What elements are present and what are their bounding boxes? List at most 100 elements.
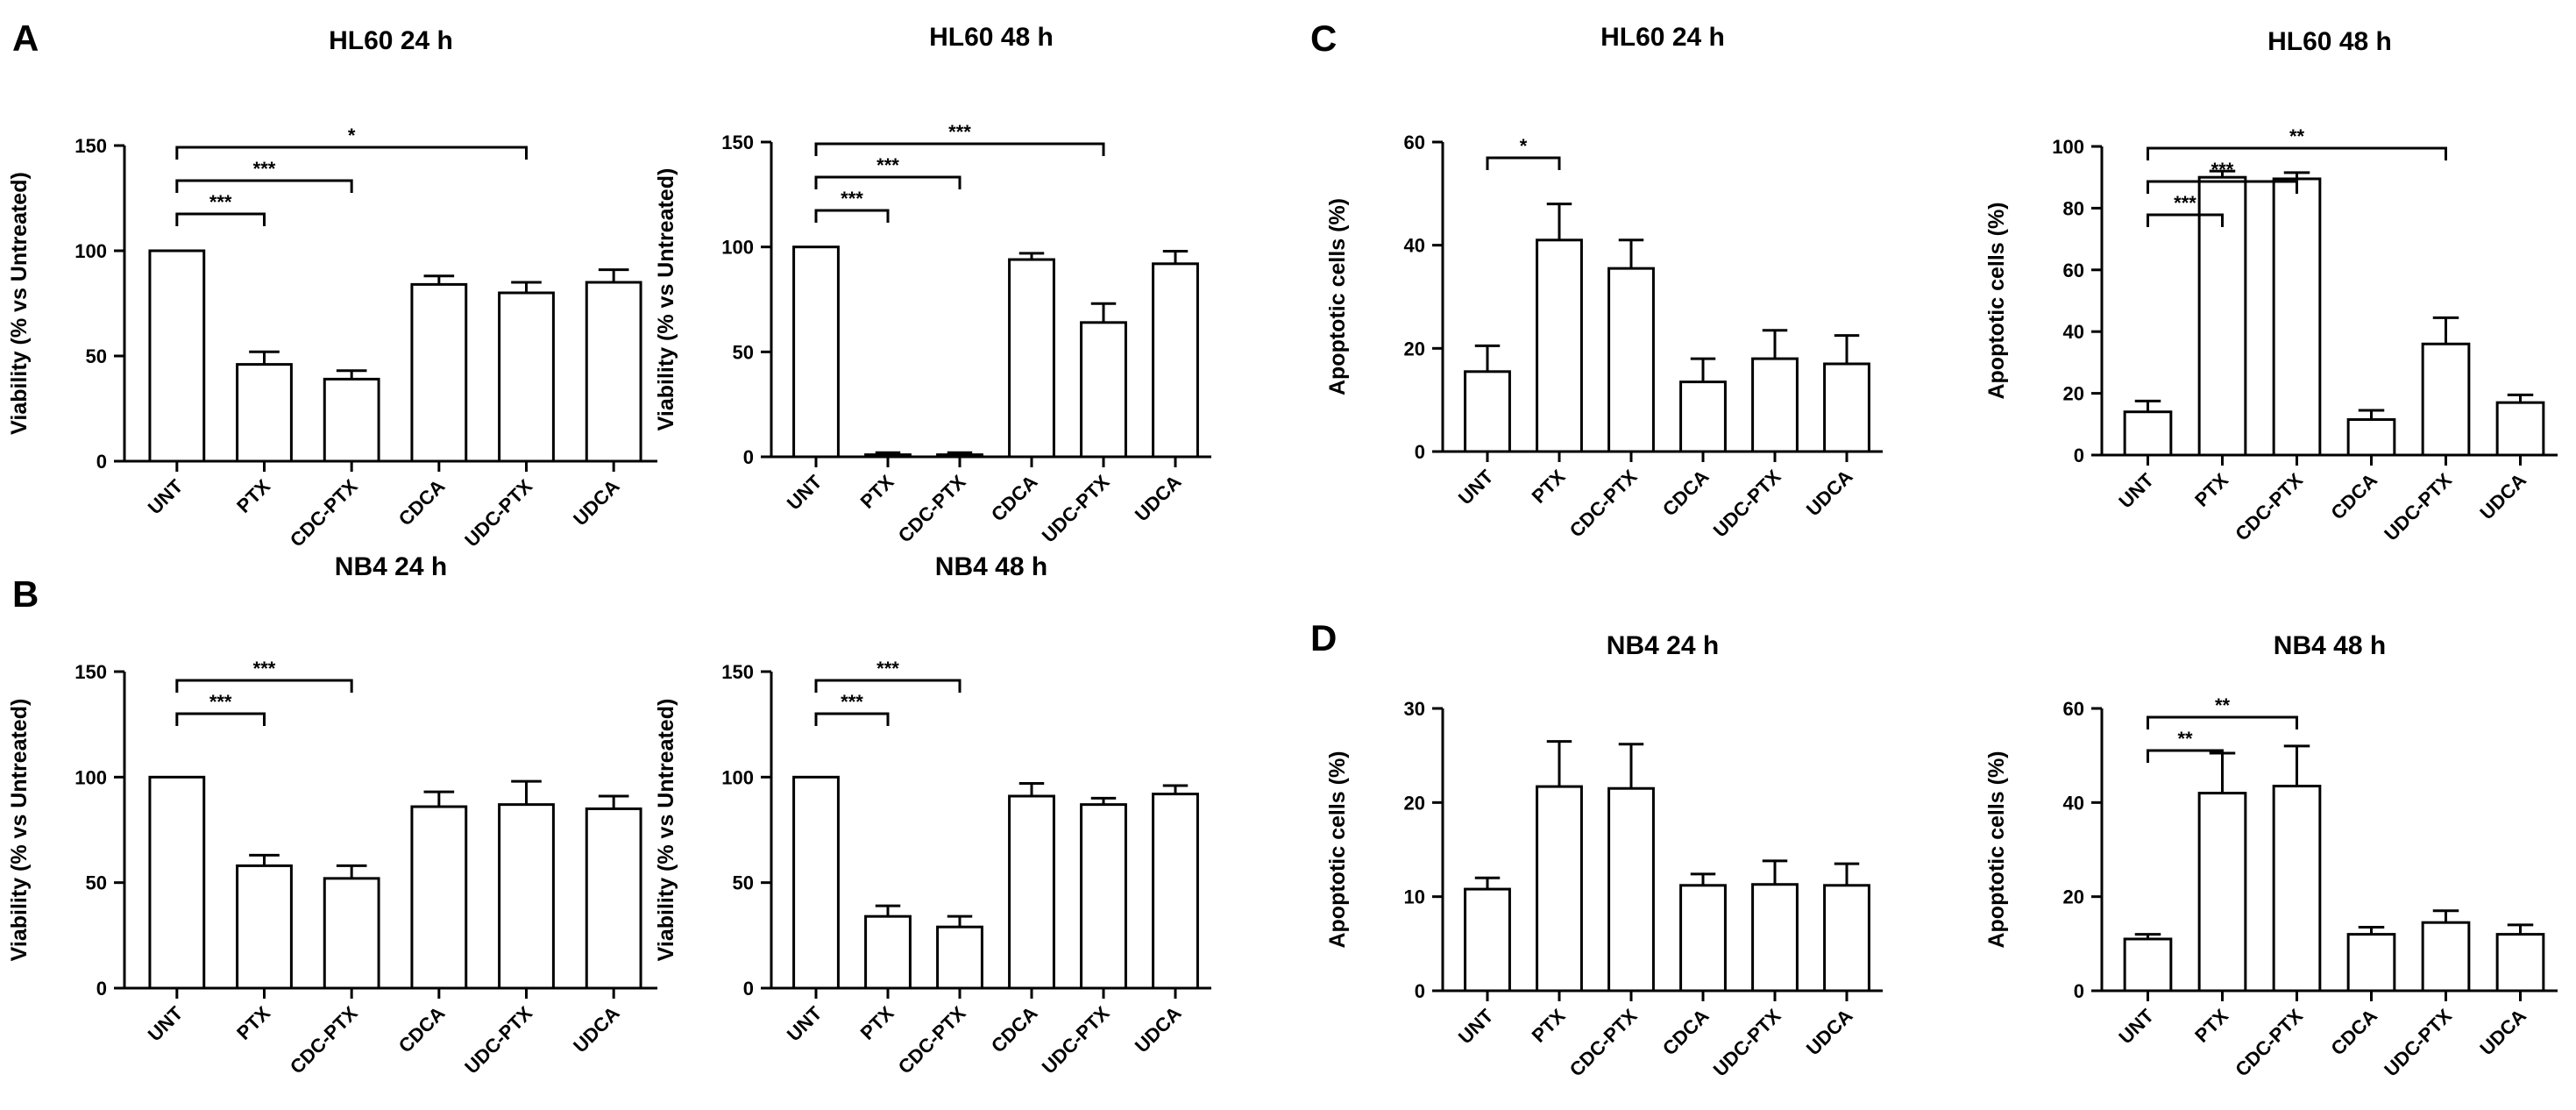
bar-cdc-ptx bbox=[1607, 786, 1655, 993]
panel-label-c: C bbox=[1310, 18, 1337, 59]
bar-cdc-ptx bbox=[936, 453, 983, 459]
bar-udc-ptx bbox=[1751, 883, 1799, 993]
bar-cdca bbox=[2346, 418, 2396, 457]
x-tick-label: UDCA bbox=[569, 475, 624, 530]
significance-bracket bbox=[175, 179, 353, 193]
significance-label: * bbox=[348, 125, 356, 146]
chart-5: NB4 24 h Viability (% vs Untreated) 0 50 100… bbox=[7, 552, 657, 1078]
chart-title: HL60 24 h bbox=[329, 26, 453, 55]
bar-ptx bbox=[1536, 238, 1583, 453]
x-tick-label: UNT bbox=[2114, 468, 2158, 512]
panel-label-b: B bbox=[12, 573, 39, 615]
x-tick-label: UDC-PTX bbox=[1709, 1005, 1785, 1081]
significance-label: *** bbox=[253, 158, 276, 180]
x-tick-label: PTX bbox=[2190, 1005, 2232, 1047]
x-tick-label: UDCA bbox=[1802, 466, 1857, 521]
y-tick-label: 0 bbox=[96, 451, 107, 473]
y-axis-label: Viability (% vs Untreated) bbox=[7, 699, 32, 962]
chart-title: NB4 24 h bbox=[1607, 631, 1719, 660]
charts-layer: HL60 24 h Viability (% vs Untreated) 0 50 10… bbox=[7, 23, 2558, 1081]
x-tick-label: UDCA bbox=[1131, 1002, 1186, 1057]
significance-bracket bbox=[814, 209, 890, 223]
bar-udc-ptx bbox=[2421, 921, 2471, 993]
panel-label-a: A bbox=[12, 18, 39, 59]
bar-cdca bbox=[410, 282, 468, 463]
bar-cdca bbox=[1008, 258, 1055, 459]
x-tick-label: CDC-PTX bbox=[1565, 1005, 1642, 1081]
chart-title: NB4 48 h bbox=[935, 552, 1047, 581]
significance-label: *** bbox=[876, 154, 899, 176]
significance-label: * bbox=[1520, 135, 1528, 157]
bar-cdca bbox=[410, 805, 468, 990]
bar-udc-ptx bbox=[1080, 321, 1127, 459]
y-tick-label: 0 bbox=[1415, 980, 1425, 1002]
x-tick-label: CDC-PTX bbox=[894, 1002, 970, 1078]
significance-bracket bbox=[1486, 156, 1561, 170]
significance-bracket bbox=[175, 212, 266, 226]
y-tick-label: 150 bbox=[75, 661, 107, 683]
x-tick-label: PTX bbox=[856, 471, 898, 513]
significance-bracket bbox=[814, 142, 1105, 156]
x-tick-label: UNT bbox=[783, 1001, 827, 1045]
significance-label: *** bbox=[209, 191, 232, 213]
significance-bracket bbox=[814, 175, 962, 189]
chart-2: HL60 48 h Viability (% vs Untreated) 0 50 10… bbox=[654, 23, 1211, 547]
chart-7: NB4 24 h Apoptotic cells (%) 0 10 20 30 UNT PTX… bbox=[1325, 631, 1883, 1081]
x-tick-label: UDC-PTX bbox=[1709, 466, 1785, 542]
bar-cdc-ptx bbox=[2272, 177, 2322, 457]
x-tick-label: CDCA bbox=[394, 1002, 450, 1057]
bar-unt bbox=[792, 245, 840, 459]
significance-bracket bbox=[2147, 146, 2447, 160]
significance-label: *** bbox=[876, 658, 899, 680]
y-tick-label: 40 bbox=[2063, 321, 2084, 343]
x-tick-label: CDC-PTX bbox=[894, 471, 970, 547]
x-tick-label: UDC-PTX bbox=[2380, 469, 2456, 545]
x-tick-label: PTX bbox=[2190, 469, 2232, 511]
x-tick-label: CDCA bbox=[2326, 469, 2381, 524]
bar-cdc-ptx bbox=[936, 925, 983, 990]
y-tick-label: 50 bbox=[86, 872, 107, 894]
significance-bracket bbox=[2147, 715, 2298, 729]
y-axis-label: Apoptotic cells (%) bbox=[1325, 751, 1350, 948]
bar-udca bbox=[1823, 884, 1870, 993]
bar-udca bbox=[2495, 933, 2545, 993]
y-tick-label: 0 bbox=[96, 978, 107, 1000]
significance-bracket bbox=[175, 679, 353, 693]
y-axis-label: Viability (% vs Untreated) bbox=[654, 699, 678, 962]
y-tick-label: 60 bbox=[1404, 132, 1425, 153]
bar-ptx bbox=[2197, 792, 2247, 993]
x-tick-label: UDC-PTX bbox=[1038, 1002, 1114, 1078]
y-tick-label: 0 bbox=[2074, 445, 2084, 466]
y-tick-label: 20 bbox=[1404, 792, 1425, 814]
x-tick-label: UDC-PTX bbox=[1038, 471, 1114, 547]
bar-udc-ptx bbox=[2421, 342, 2471, 457]
x-tick-label: UDCA bbox=[2475, 469, 2530, 524]
significance-label: ** bbox=[2177, 728, 2193, 750]
bar-cdc-ptx bbox=[323, 377, 380, 463]
bar-cdc-ptx bbox=[1607, 267, 1655, 453]
x-tick-label: UNT bbox=[2114, 1004, 2158, 1048]
bar-unt bbox=[148, 249, 206, 463]
x-tick-label: CDCA bbox=[1658, 1005, 1714, 1060]
significance-bracket bbox=[2147, 213, 2224, 227]
x-tick-label: UDC-PTX bbox=[460, 1002, 536, 1078]
x-tick-label: UNT bbox=[144, 1001, 188, 1045]
bar-udca bbox=[585, 281, 642, 463]
x-tick-label: PTX bbox=[232, 1002, 274, 1044]
chart-4: HL60 48 h Apoptotic cells (%) 0 20 40 60 80 100… bbox=[1984, 27, 2558, 545]
y-axis-label: Viability (% vs Untreated) bbox=[654, 168, 678, 431]
bar-cdc-ptx bbox=[323, 877, 380, 990]
x-tick-label: PTX bbox=[856, 1002, 898, 1044]
y-tick-label: 10 bbox=[1404, 886, 1425, 908]
significance-bracket bbox=[814, 712, 890, 726]
bar-udc-ptx bbox=[498, 291, 555, 463]
x-tick-label: UNT bbox=[1454, 1004, 1498, 1048]
bar-ptx bbox=[236, 864, 293, 990]
bar-unt bbox=[2123, 410, 2173, 457]
bar-ptx bbox=[1536, 785, 1583, 993]
bar-unt bbox=[148, 775, 206, 990]
chart-1: HL60 24 h Viability (% vs Untreated) 0 50 10… bbox=[7, 26, 657, 551]
bar-unt bbox=[2123, 937, 2173, 993]
bar-unt bbox=[1464, 370, 1511, 453]
